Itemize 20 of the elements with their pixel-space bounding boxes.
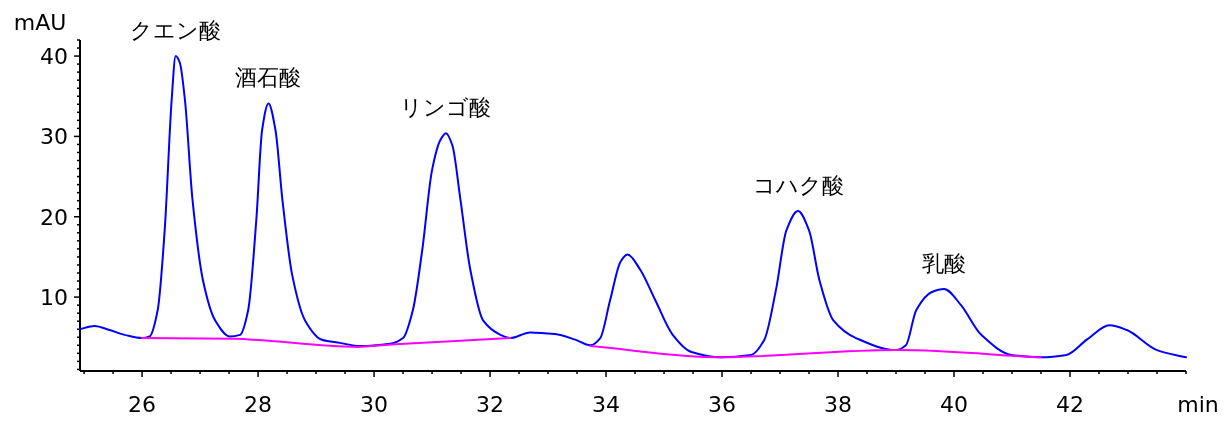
x-tick-label: 28: [244, 392, 273, 417]
x-axis-title: min: [1177, 392, 1219, 417]
y-tick-label: 40: [40, 44, 68, 70]
annotation: 乳酸: [922, 251, 967, 277]
annotation: 酒石酸: [235, 65, 302, 91]
annotation: リンゴ酸: [400, 95, 492, 121]
x-tick-label: 42: [1056, 392, 1085, 417]
x-tick-label: 40: [940, 392, 969, 417]
y-tick-label: 30: [40, 124, 68, 150]
x-tick-label: 36: [708, 392, 737, 417]
x-tick-label: 26: [128, 392, 157, 417]
y-tick-label: 10: [40, 285, 68, 311]
y-tick-label: 20: [40, 204, 68, 230]
x-tick-label: 34: [592, 392, 621, 417]
x-tick-label: 38: [824, 392, 853, 417]
x-tick-label: 30: [360, 392, 389, 417]
x-tick-label: 32: [476, 392, 505, 417]
y-axis-title: mAU: [13, 10, 67, 35]
annotation: コハク酸: [752, 173, 844, 199]
annotation: クエン酸: [130, 18, 222, 44]
